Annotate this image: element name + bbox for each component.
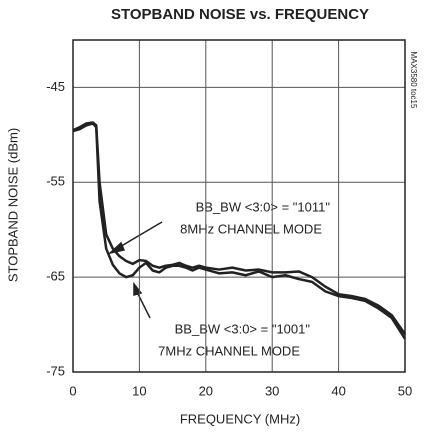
annotation: BB_BW <3:0> = "1001" [175, 321, 311, 336]
y-tick-label: -55 [46, 174, 65, 189]
x-tick-label: 20 [199, 383, 213, 398]
y-tick-label: -75 [46, 363, 65, 378]
annotation: 8MHz CHANNEL MODE [180, 221, 322, 236]
x-tick-label: 30 [265, 383, 279, 398]
x-axis-label: FREQUENCY (MHz) [180, 411, 300, 426]
y-axis-label: STOPBAND NOISE (dBm) [5, 128, 20, 282]
series-line [72, 121, 407, 335]
annotation: 7MHz CHANNEL MODE [158, 343, 300, 358]
chart-title: STOPBAND NOISE vs. FREQUENCY [111, 6, 369, 23]
plot-frame [72, 39, 406, 373]
x-tick-label: 10 [132, 383, 146, 398]
side-label: MAX3580 toc15 [409, 52, 418, 109]
series-line [72, 122, 407, 340]
x-tick-label: 0 [69, 383, 76, 398]
x-tick-label: 50 [398, 383, 412, 398]
annotation: BB_BW <3:0> = "1011" [196, 199, 331, 214]
y-tick-label: -45 [46, 79, 65, 94]
y-tick-label: -65 [46, 269, 65, 284]
x-tick-label: 40 [331, 383, 345, 398]
